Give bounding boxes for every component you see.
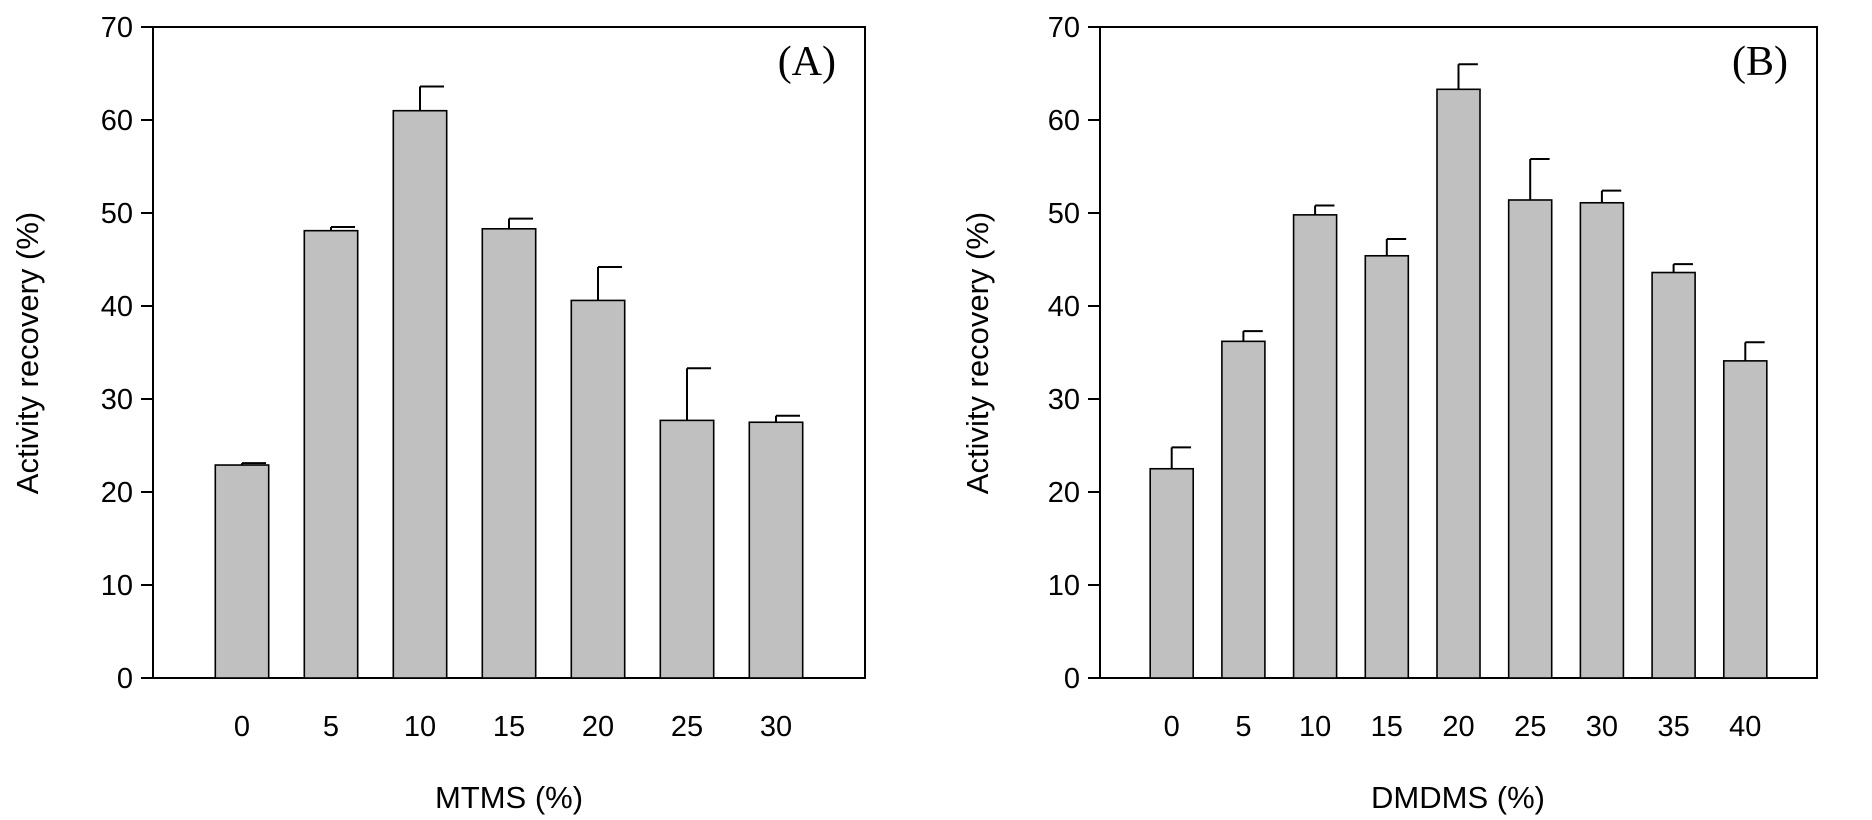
x-tick-label: 20 bbox=[582, 711, 614, 743]
bar bbox=[1722, 360, 1768, 679]
y-tick-label: 30 bbox=[1048, 384, 1080, 416]
y-tick-label: 20 bbox=[101, 477, 133, 509]
bar bbox=[1507, 199, 1553, 679]
errorbar-group bbox=[241, 85, 801, 466]
x-axis-title: MTMS (%) bbox=[435, 780, 583, 815]
bar bbox=[214, 464, 270, 679]
y-tick-label: 50 bbox=[101, 198, 133, 230]
bar bbox=[1221, 340, 1266, 679]
y-tick-label: 10 bbox=[101, 570, 133, 602]
y-axis-ticks: 0 10 20 30 40 50 60 70 bbox=[1048, 12, 1100, 695]
panel-label: (A) bbox=[778, 39, 836, 85]
x-tick-label: 10 bbox=[1299, 711, 1331, 743]
x-tick-label: 30 bbox=[760, 711, 792, 743]
x-tick-label: 15 bbox=[1371, 711, 1403, 743]
y-tick-label: 40 bbox=[1048, 291, 1080, 323]
bar-group bbox=[214, 109, 804, 679]
panel-label: (B) bbox=[1732, 39, 1788, 85]
x-tick-label: 25 bbox=[671, 711, 703, 743]
x-axis-ticks: 0 5 10 15 20 25 30 bbox=[234, 711, 792, 743]
bar bbox=[659, 419, 715, 679]
y-tick-label: 60 bbox=[101, 105, 133, 137]
x-tick-label: 10 bbox=[404, 711, 436, 743]
bar bbox=[1579, 201, 1625, 679]
x-tick-label: 0 bbox=[234, 711, 250, 743]
y-tick-label: 0 bbox=[1064, 663, 1080, 695]
x-tick-label: 35 bbox=[1657, 711, 1689, 743]
bar bbox=[1364, 254, 1410, 679]
y-tick-label: 50 bbox=[1048, 198, 1080, 230]
x-tick-label: 5 bbox=[1235, 711, 1251, 743]
bar bbox=[481, 228, 537, 679]
y-axis-title: Activity recovery (%) bbox=[10, 212, 45, 494]
x-tick-label: 30 bbox=[1586, 711, 1618, 743]
bar bbox=[1436, 88, 1481, 679]
bar bbox=[570, 299, 626, 679]
errorbar-group bbox=[1170, 63, 1765, 469]
y-tick-label: 30 bbox=[101, 384, 133, 416]
bar-group bbox=[1149, 88, 1768, 679]
x-tick-label: 5 bbox=[323, 711, 339, 743]
bar bbox=[303, 229, 359, 679]
x-tick-label: 20 bbox=[1442, 711, 1474, 743]
chart-panel-a: 0 10 20 30 40 50 60 70 0 5 10 15 20 25 30 (A) MTMS (%… bbox=[10, 12, 866, 815]
y-tick-label: 10 bbox=[1048, 570, 1080, 602]
bar bbox=[1292, 214, 1338, 679]
y-tick-label: 70 bbox=[1048, 12, 1080, 44]
x-tick-label: 0 bbox=[1164, 711, 1180, 743]
x-axis-ticks: 0 5 10 15 20 25 30 35 40 bbox=[1164, 711, 1762, 743]
bar bbox=[1651, 271, 1696, 679]
y-tick-label: 40 bbox=[101, 291, 133, 323]
y-tick-label: 70 bbox=[101, 12, 133, 44]
x-axis-title: DMDMS (%) bbox=[1371, 780, 1545, 815]
y-axis-ticks: 0 10 20 30 40 50 60 70 bbox=[101, 12, 153, 695]
y-tick-label: 60 bbox=[1048, 105, 1080, 137]
bar bbox=[748, 421, 804, 679]
bar bbox=[1149, 467, 1195, 679]
y-tick-label: 20 bbox=[1048, 477, 1080, 509]
x-tick-label: 40 bbox=[1729, 711, 1761, 743]
chart-panel-b: 0 10 20 30 40 50 60 70 0 5 10 15 20 25 30 35 40 (B) DMD… bbox=[960, 12, 1818, 815]
x-tick-label: 15 bbox=[493, 711, 525, 743]
y-axis-title: Activity recovery (%) bbox=[960, 212, 995, 494]
y-tick-label: 0 bbox=[117, 663, 133, 695]
bar bbox=[392, 109, 448, 679]
x-tick-label: 25 bbox=[1514, 711, 1546, 743]
